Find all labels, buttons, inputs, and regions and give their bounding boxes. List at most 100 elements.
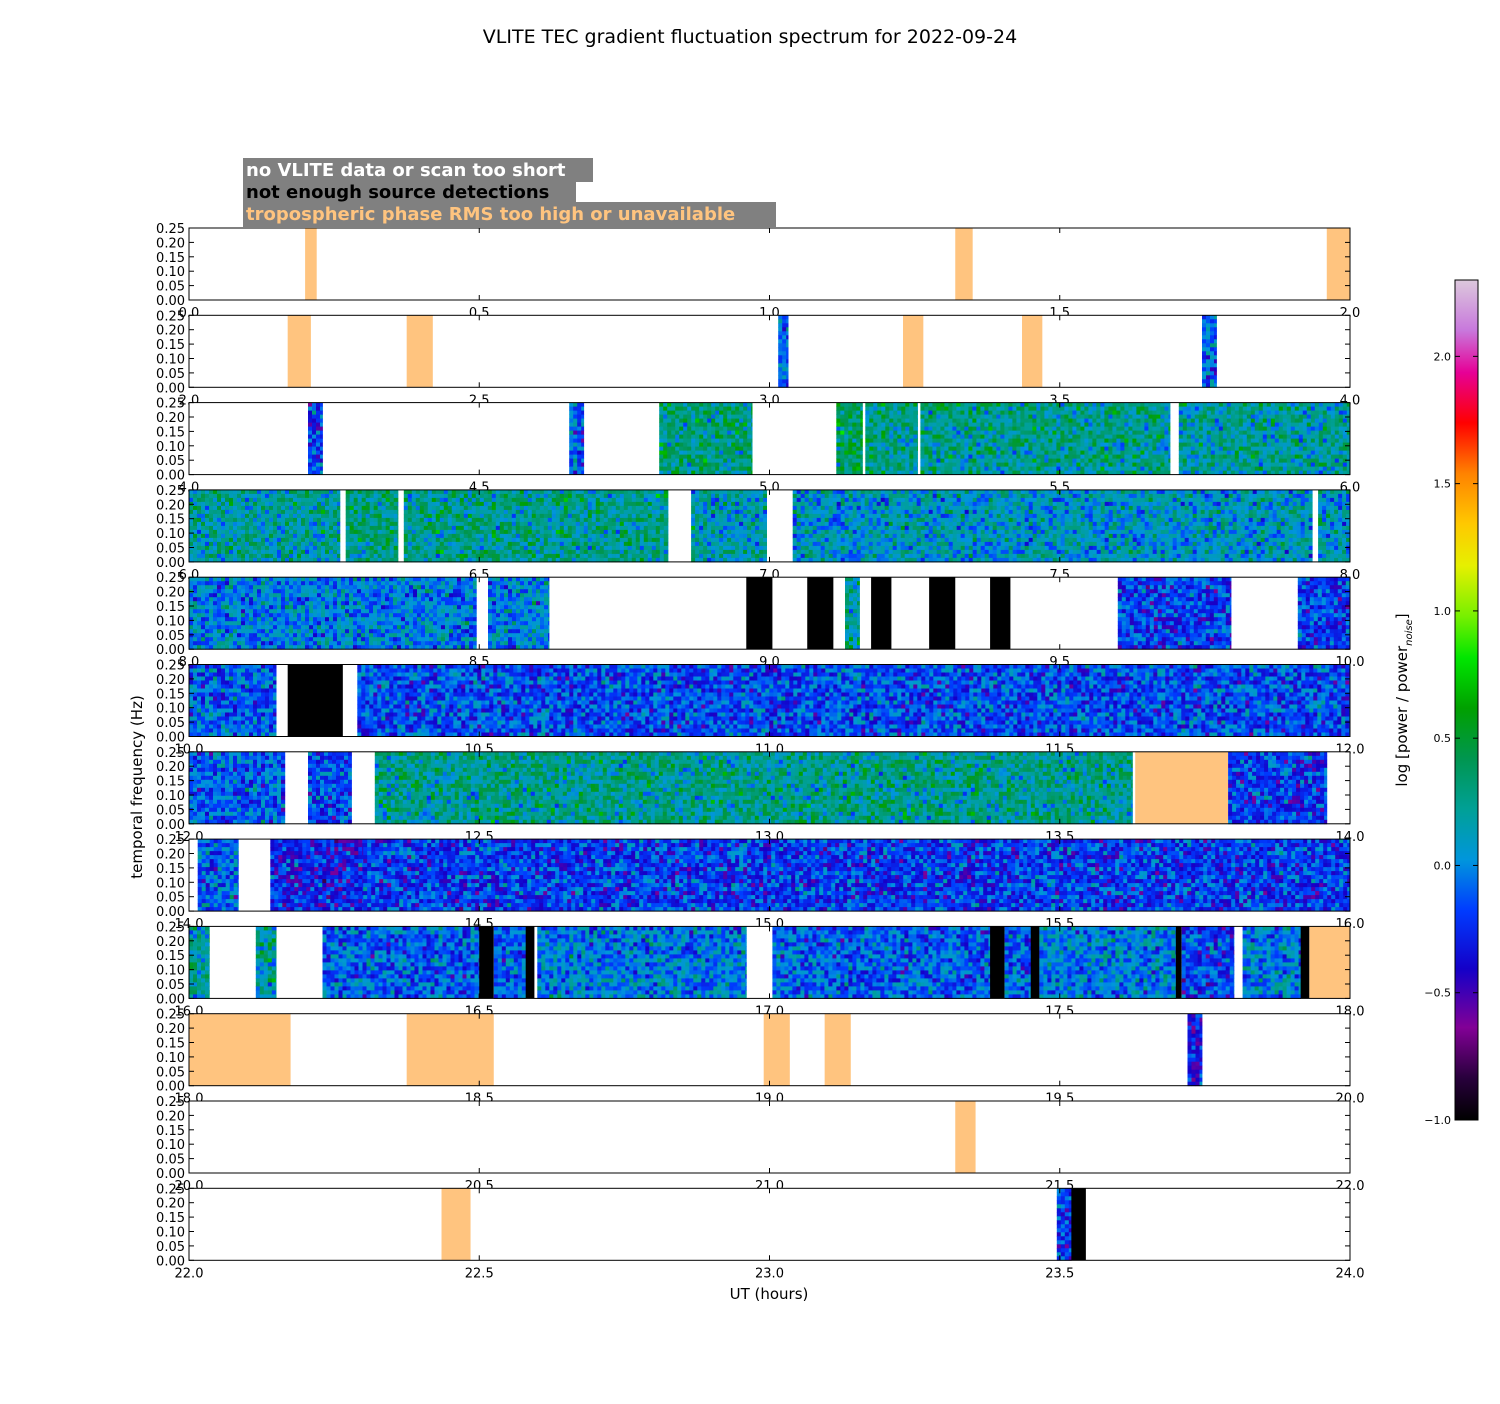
spectrum-cell: [944, 411, 948, 415]
spectrum-segment: [836, 403, 863, 475]
spectrum-cell: [695, 407, 699, 411]
spectrum-cell: [786, 343, 788, 347]
spectrum-cell: [928, 419, 932, 423]
spectrum-cell: [747, 451, 751, 455]
spectrum-cell: [320, 419, 323, 423]
spectrum-cell: [860, 467, 863, 471]
spectrum-cell: [691, 427, 695, 431]
spectrum-cell: [581, 455, 584, 459]
spectrum-cell: [707, 459, 711, 463]
spectrum-cell: [679, 439, 683, 443]
spectrum-cell: [844, 443, 848, 447]
spectrum-cell: [860, 439, 863, 443]
spectrum-cell: [924, 443, 928, 447]
spectrum-cell: [731, 411, 735, 415]
spectrum-cell: [881, 423, 885, 427]
spectrum-cell: [836, 419, 840, 423]
spectrum-cell: [691, 451, 695, 455]
spectrum-cell: [691, 407, 695, 411]
spectrum-cell: [905, 455, 909, 459]
spectrum-cell: [786, 339, 788, 343]
spectrum-cell: [1210, 339, 1214, 343]
spectrum-cell: [683, 423, 687, 427]
spectrum-cell: [936, 427, 940, 431]
spectrum-cell: [675, 435, 679, 439]
spectrum-cell: [569, 439, 573, 443]
spectrum-cell: [932, 427, 936, 431]
spectrum-cell: [719, 423, 723, 427]
spectrum-cell: [889, 459, 893, 463]
spectrum-cell: [901, 407, 905, 411]
spectrum-cell: [1214, 363, 1217, 367]
spectrum-cell: [848, 451, 852, 455]
spectrum-cell: [920, 435, 924, 439]
spectrum-cell: [671, 447, 675, 451]
spectrum-cell: [735, 427, 739, 431]
spectrum-cell: [1202, 331, 1206, 335]
spectrum-cell: [735, 415, 739, 419]
spectrum-cell: [735, 463, 739, 467]
spectrum-cell: [778, 351, 782, 355]
spectrum-cell: [577, 443, 581, 447]
spectrum-cell: [924, 431, 928, 435]
spectrum-cell: [687, 435, 691, 439]
spectrum-cell: [844, 459, 848, 463]
spectrum-cell: [940, 459, 944, 463]
spectrum-segment: [308, 403, 323, 475]
spectrum-cell: [1206, 347, 1210, 351]
spectrum-cell: [852, 427, 856, 431]
spectrum-cell: [569, 427, 573, 431]
spectrum-cell: [885, 427, 889, 431]
spectrum-cell: [743, 459, 747, 463]
spectrum-cell: [1206, 359, 1210, 363]
spectrum-cell: [881, 447, 885, 451]
spectrum-cell: [695, 415, 699, 419]
spectrum-cell: [719, 443, 723, 447]
spectrum-cell: [719, 427, 723, 431]
spectrum-cell: [873, 435, 877, 439]
spectrum-cell: [308, 419, 312, 423]
spectrum-cell: [877, 431, 881, 435]
legend: no VLITE data or scan too short not enou…: [243, 158, 776, 227]
spectrum-cell: [856, 407, 860, 411]
spectrum-cell: [913, 455, 917, 459]
spectrum-cell: [667, 467, 671, 471]
spectrum-cell: [747, 403, 751, 407]
spectrum-cell: [865, 447, 869, 451]
spectrum-cell: [1202, 327, 1206, 331]
spectrum-cell: [885, 403, 889, 407]
spectrum-cell: [573, 435, 577, 439]
spectrum-cell: [940, 443, 944, 447]
spectrum-cell: [703, 419, 707, 423]
spectrum-cell: [707, 423, 711, 427]
spectrum-cell: [877, 411, 881, 415]
spectrum-cell: [711, 443, 715, 447]
spectrum-cell: [913, 431, 917, 435]
spectrum-cell: [840, 411, 844, 415]
spectrum-cell: [905, 403, 909, 407]
spectrum-cell: [936, 403, 940, 407]
spectrum-cell: [743, 451, 747, 455]
spectrum-cell: [909, 439, 913, 443]
spectrum-cell: [856, 447, 860, 451]
spectrum-cell: [1214, 379, 1217, 383]
spectrum-cell: [715, 407, 719, 411]
spectrum-cell: [735, 403, 739, 407]
spectrum-cell: [889, 427, 893, 431]
spectrum-cell: [840, 447, 844, 451]
y-tick-label: 0.05: [156, 367, 185, 382]
spectrum-cell: [877, 451, 881, 455]
spectrum-cell: [687, 443, 691, 447]
spectrum-cell: [308, 439, 312, 443]
legend-entry-tropo: tropospheric phase RMS too high or unava…: [246, 204, 735, 225]
spectrum-cell: [312, 455, 316, 459]
spectrum-cell: [727, 443, 731, 447]
spectrum-cell: [782, 315, 786, 319]
spectrum-cell: [778, 331, 782, 335]
spectrum-cell: [312, 431, 316, 435]
spectrum-cell: [719, 459, 723, 463]
spectrum-cell: [743, 467, 747, 471]
spectrum-cell: [860, 415, 863, 419]
spectrum-cell: [707, 411, 711, 415]
spectrum-cell: [877, 403, 881, 407]
